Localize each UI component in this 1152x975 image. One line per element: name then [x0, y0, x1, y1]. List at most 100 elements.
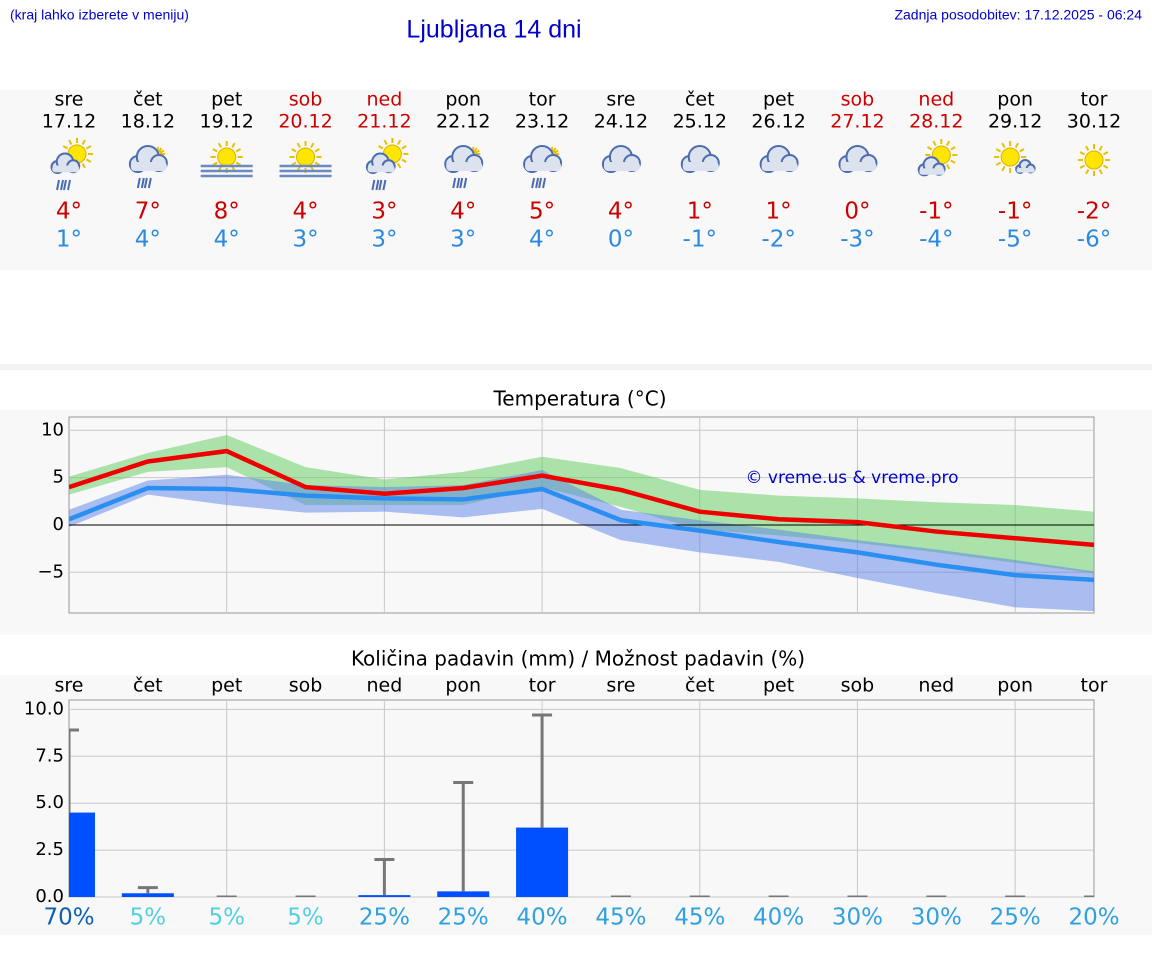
- chance-label: 5%: [208, 905, 245, 931]
- sun-ray: [926, 146, 933, 151]
- day-name: sob: [289, 89, 323, 111]
- rain: [456, 177, 461, 189]
- cloud-base: [525, 162, 562, 171]
- cloud-base: [603, 162, 640, 171]
- sun-ray: [86, 145, 92, 150]
- weather-icon: [917, 139, 958, 177]
- chart-title: Temperatura (°C): [492, 387, 666, 411]
- sun-ray: [235, 161, 242, 166]
- x-tick-label: sob: [841, 675, 875, 697]
- sun-ray: [950, 159, 956, 164]
- sun-ray: [945, 164, 951, 170]
- date: 26.12: [751, 111, 805, 133]
- max-temp: 8°: [214, 199, 240, 225]
- cloud-base: [682, 162, 719, 171]
- day-name: pon: [445, 89, 481, 111]
- min-temp: 3°: [450, 227, 476, 253]
- min-temp: -5°: [998, 227, 1032, 253]
- plot: [69, 713, 1094, 897]
- rain: [375, 179, 380, 191]
- date: 17.12: [42, 111, 96, 133]
- error-bar: [453, 781, 474, 892]
- sun-ray: [950, 146, 956, 151]
- rain: [378, 179, 383, 191]
- bar: [358, 895, 411, 897]
- error-bar: [374, 857, 395, 896]
- sun-ray: [995, 161, 1002, 166]
- date: 18.12: [121, 111, 175, 133]
- rain: [452, 177, 457, 189]
- x-tick-label: pet: [763, 675, 794, 697]
- x-tick-label: čet: [133, 675, 163, 697]
- rain: [542, 177, 547, 189]
- sun-ray: [212, 161, 218, 166]
- chance-label: 40%: [517, 905, 568, 931]
- date: 28.12: [909, 111, 963, 133]
- sun-ray: [1079, 151, 1085, 156]
- max-temp: 1°: [687, 199, 713, 225]
- sun-ray: [81, 139, 86, 145]
- sun-ray: [552, 147, 557, 153]
- rain: [535, 177, 540, 189]
- date: 22.12: [436, 111, 490, 133]
- weather-icon: [523, 145, 563, 189]
- chance-label: 25%: [438, 905, 489, 931]
- cloud-base: [919, 168, 945, 175]
- sun-ray: [1019, 148, 1025, 153]
- day-name: sre: [55, 89, 84, 111]
- cloud-base: [367, 165, 395, 173]
- sun-ray: [473, 147, 478, 153]
- sun-ray: [995, 148, 1002, 153]
- x-tick-label: pet: [211, 675, 242, 697]
- rain: [140, 177, 145, 189]
- weather-icon: [279, 141, 332, 178]
- min-temp: 4°: [214, 227, 240, 253]
- sun-ray: [1014, 142, 1020, 148]
- y-tick-label: 10.0: [24, 698, 64, 719]
- sun-ray: [296, 142, 301, 148]
- sun-ray: [1001, 142, 1006, 148]
- range-band: [69, 470, 1094, 612]
- sun: [296, 147, 316, 167]
- cloud-base: [761, 162, 798, 171]
- x-tick-label: sob: [289, 675, 323, 697]
- weather-icon: [365, 138, 409, 191]
- chance-label: 40%: [753, 905, 804, 931]
- sun-ray: [401, 145, 407, 150]
- update-time: Zadnja posodobitev: 17.12.2025 - 06:24: [894, 7, 1142, 23]
- min-temp: 0°: [608, 227, 634, 253]
- day-name: tor: [529, 89, 556, 111]
- sun-ray: [1085, 145, 1090, 151]
- sun-ray: [378, 145, 384, 150]
- min-temp: 4°: [135, 227, 161, 253]
- plot: [69, 434, 1094, 612]
- weather-icon: [994, 141, 1036, 174]
- weather-icon: [838, 145, 878, 173]
- min-temp: 3°: [292, 227, 318, 253]
- sun-ray: [291, 148, 297, 153]
- sun-ray: [397, 139, 402, 145]
- rain: [463, 177, 468, 189]
- max-temp: 4°: [450, 199, 476, 225]
- chance-label: 5%: [287, 905, 324, 931]
- error-bar: [532, 713, 553, 828]
- rain: [136, 177, 141, 189]
- y-tick-label: 5.0: [35, 792, 64, 813]
- sun-ray: [159, 149, 165, 154]
- date: 25.12: [673, 111, 727, 133]
- rain: [538, 177, 543, 189]
- sun-ray: [291, 161, 297, 166]
- cloud-base: [52, 165, 80, 173]
- error-bar: [69, 728, 79, 813]
- sun: [217, 147, 237, 167]
- weather-icon: [200, 141, 253, 178]
- rain: [60, 179, 64, 191]
- max-temp: 4°: [608, 199, 634, 225]
- sun-ray: [217, 142, 223, 148]
- date: 30.12: [1067, 111, 1121, 133]
- rain: [382, 179, 387, 191]
- bar: [437, 891, 490, 897]
- x-tick-label: ned: [366, 675, 402, 697]
- page-title: Ljubljana 14 dni: [406, 16, 581, 44]
